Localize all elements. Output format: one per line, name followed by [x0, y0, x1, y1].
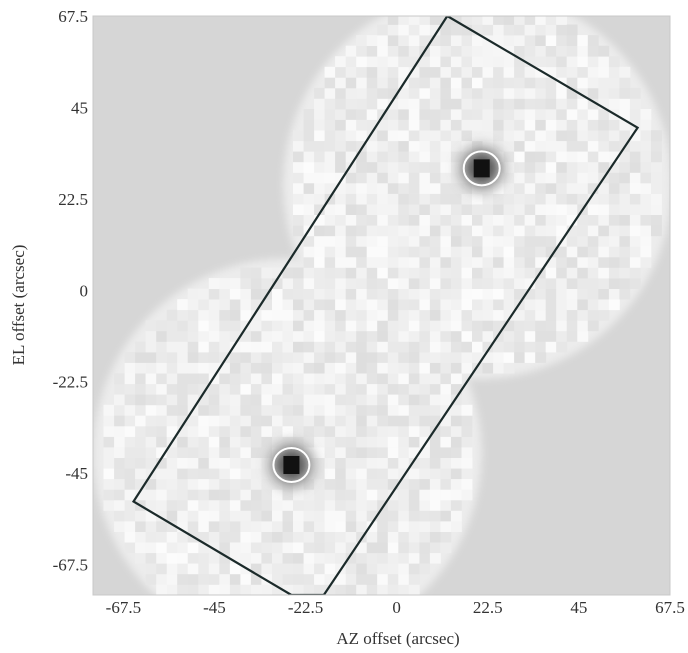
y-tick-label: 67.5	[58, 7, 88, 26]
y-tick-label: 0	[80, 281, 89, 300]
source-peak	[283, 455, 300, 474]
y-tick-label: 45	[71, 98, 88, 117]
y-tick-labels: 67.5 45 22.5 0 -22.5 -45 -67.5	[53, 7, 88, 575]
x-tick-label: 22.5	[473, 598, 503, 617]
x-tick-labels: -67.5 -45 -22.5 0 22.5 45 67.5	[106, 598, 685, 617]
x-tick-label: -22.5	[288, 598, 323, 617]
source-marker	[462, 150, 501, 187]
y-tick-label: 22.5	[58, 190, 88, 209]
x-tick-label: 45	[570, 598, 587, 617]
source-layer	[265, 142, 508, 491]
plot-frame	[92, 15, 671, 596]
y-tick-label: -45	[65, 464, 88, 483]
x-tick-label: 67.5	[655, 598, 685, 617]
x-tick-label: -67.5	[106, 598, 141, 617]
source-marker	[272, 446, 311, 483]
x-tick-label: -45	[203, 598, 226, 617]
y-tick-label: -22.5	[53, 373, 88, 392]
y-tick-label: -67.5	[53, 556, 88, 575]
source-peak	[473, 159, 490, 178]
x-axis-label: AZ offset (arcsec)	[336, 629, 459, 648]
field-outline	[131, 16, 640, 595]
x-tick-label: 0	[392, 598, 401, 617]
y-axis-label: EL offset (arcsec)	[9, 245, 28, 366]
